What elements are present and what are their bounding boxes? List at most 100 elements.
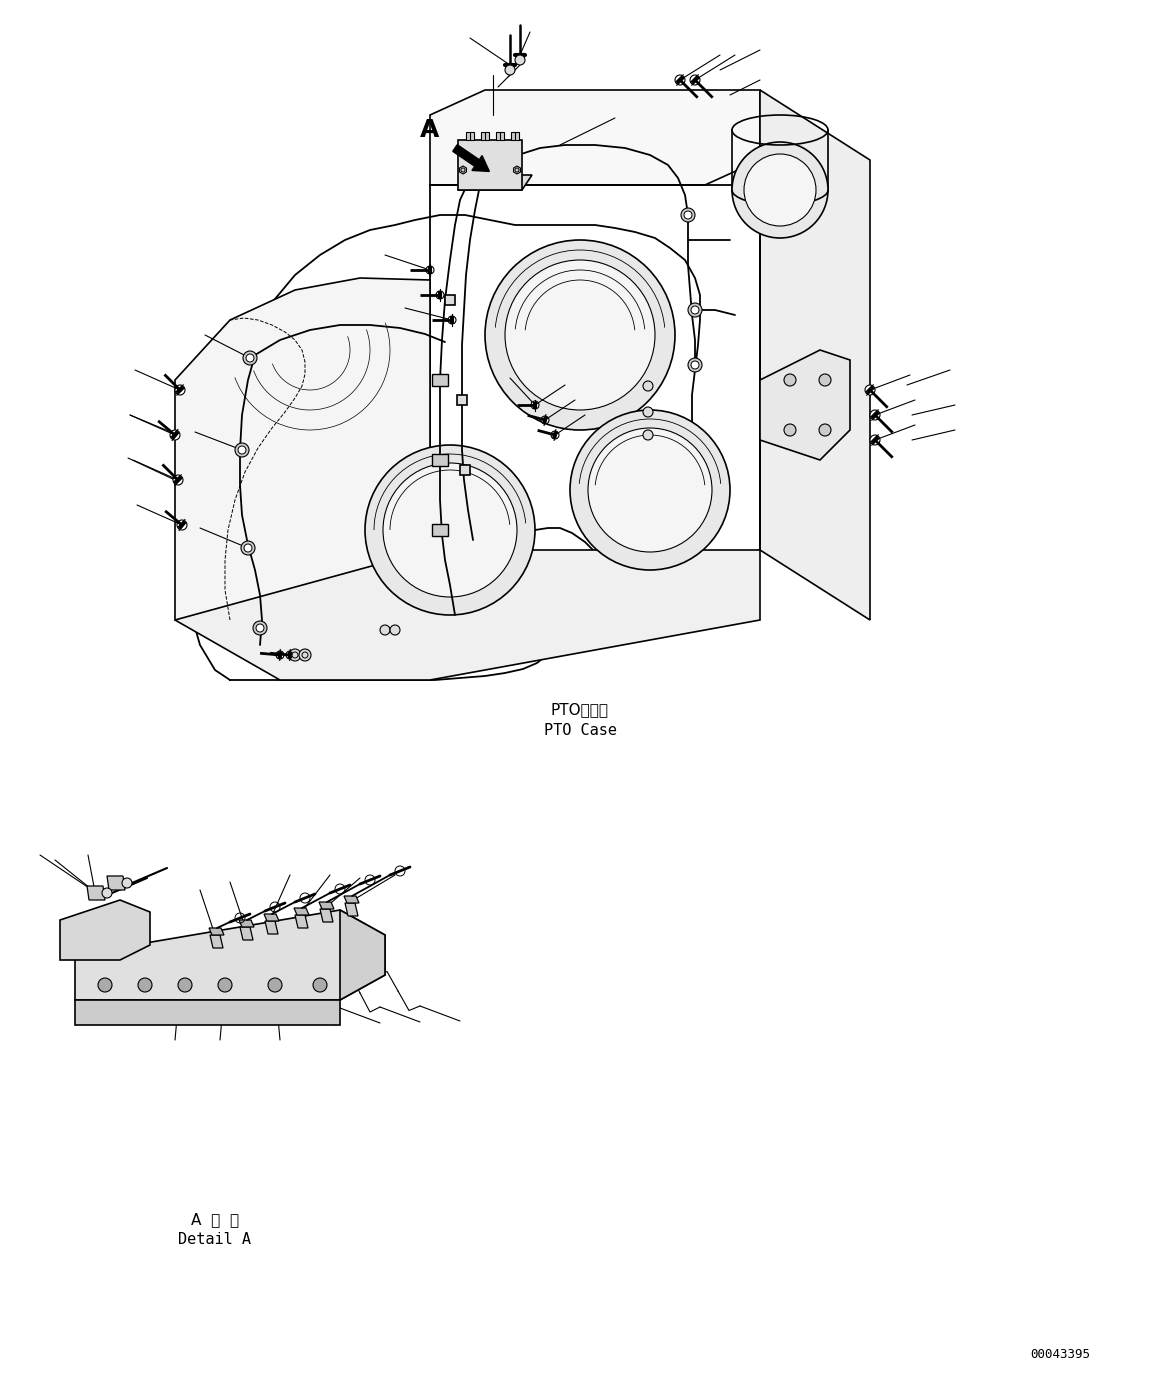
- Circle shape: [365, 445, 535, 615]
- Circle shape: [247, 354, 254, 362]
- Circle shape: [684, 211, 692, 218]
- Polygon shape: [345, 902, 358, 916]
- Circle shape: [138, 978, 152, 992]
- Circle shape: [505, 65, 515, 75]
- Polygon shape: [295, 915, 308, 927]
- Circle shape: [643, 408, 652, 417]
- Circle shape: [98, 978, 112, 992]
- Circle shape: [690, 75, 700, 86]
- Circle shape: [235, 444, 249, 457]
- Bar: [481, 133, 488, 140]
- Polygon shape: [459, 166, 466, 174]
- Circle shape: [505, 260, 655, 410]
- Polygon shape: [458, 176, 531, 189]
- Bar: [511, 133, 519, 140]
- Circle shape: [588, 428, 712, 551]
- Circle shape: [784, 375, 795, 386]
- Circle shape: [254, 621, 267, 634]
- Circle shape: [267, 978, 281, 992]
- Circle shape: [299, 650, 311, 661]
- Circle shape: [551, 431, 559, 439]
- Circle shape: [688, 303, 702, 316]
- Circle shape: [256, 625, 264, 632]
- Bar: [431, 455, 448, 466]
- Circle shape: [380, 625, 390, 634]
- Polygon shape: [240, 927, 254, 940]
- Circle shape: [485, 240, 675, 430]
- Circle shape: [531, 401, 538, 409]
- Circle shape: [744, 153, 816, 227]
- Circle shape: [174, 386, 185, 395]
- Circle shape: [177, 520, 187, 531]
- Circle shape: [241, 540, 255, 556]
- Circle shape: [102, 889, 112, 898]
- Circle shape: [244, 545, 252, 551]
- Circle shape: [819, 375, 832, 386]
- Text: 00043395: 00043395: [1030, 1349, 1090, 1361]
- Circle shape: [448, 316, 456, 323]
- Polygon shape: [320, 909, 333, 922]
- Circle shape: [178, 978, 192, 992]
- Circle shape: [541, 416, 549, 424]
- Circle shape: [238, 446, 247, 455]
- Circle shape: [870, 410, 880, 420]
- Polygon shape: [759, 350, 850, 460]
- Circle shape: [688, 358, 702, 372]
- Circle shape: [436, 292, 444, 299]
- Polygon shape: [265, 920, 278, 934]
- Circle shape: [784, 424, 795, 435]
- Polygon shape: [294, 908, 309, 915]
- Bar: [431, 524, 448, 536]
- Circle shape: [819, 424, 832, 435]
- Polygon shape: [340, 909, 385, 1001]
- Circle shape: [643, 381, 652, 391]
- Circle shape: [515, 55, 525, 65]
- Polygon shape: [759, 90, 870, 621]
- Circle shape: [675, 75, 685, 86]
- Circle shape: [313, 978, 327, 992]
- Text: Detail A: Detail A: [178, 1233, 251, 1248]
- Text: PTOケース: PTOケース: [551, 702, 609, 717]
- Polygon shape: [240, 920, 254, 927]
- Polygon shape: [74, 909, 385, 1001]
- Circle shape: [682, 209, 695, 223]
- Circle shape: [865, 386, 875, 395]
- Polygon shape: [264, 914, 279, 920]
- Circle shape: [691, 361, 699, 369]
- Circle shape: [390, 625, 400, 634]
- Circle shape: [383, 463, 518, 597]
- Bar: [431, 375, 448, 386]
- Polygon shape: [209, 927, 224, 936]
- Circle shape: [288, 650, 301, 661]
- Polygon shape: [174, 278, 430, 621]
- Polygon shape: [430, 90, 759, 185]
- Circle shape: [570, 410, 730, 569]
- Bar: [457, 395, 468, 405]
- Bar: [495, 133, 504, 140]
- Polygon shape: [319, 902, 334, 909]
- Polygon shape: [60, 900, 150, 960]
- Circle shape: [643, 430, 652, 439]
- Polygon shape: [458, 140, 522, 189]
- Polygon shape: [87, 886, 105, 900]
- Polygon shape: [107, 876, 124, 890]
- Circle shape: [870, 435, 880, 445]
- Bar: [445, 294, 455, 305]
- Circle shape: [170, 430, 180, 439]
- Bar: [466, 133, 475, 140]
- Circle shape: [732, 142, 828, 238]
- Circle shape: [217, 978, 231, 992]
- Text: A: A: [420, 117, 440, 142]
- Circle shape: [691, 305, 699, 314]
- Circle shape: [173, 475, 183, 485]
- FancyArrow shape: [452, 145, 490, 171]
- Polygon shape: [211, 936, 223, 948]
- Circle shape: [426, 265, 434, 274]
- Bar: [461, 464, 470, 475]
- Circle shape: [122, 878, 131, 889]
- Polygon shape: [74, 1001, 340, 1025]
- Text: PTO Case: PTO Case: [543, 723, 616, 738]
- Polygon shape: [174, 550, 759, 680]
- Polygon shape: [514, 166, 521, 174]
- Circle shape: [276, 651, 284, 659]
